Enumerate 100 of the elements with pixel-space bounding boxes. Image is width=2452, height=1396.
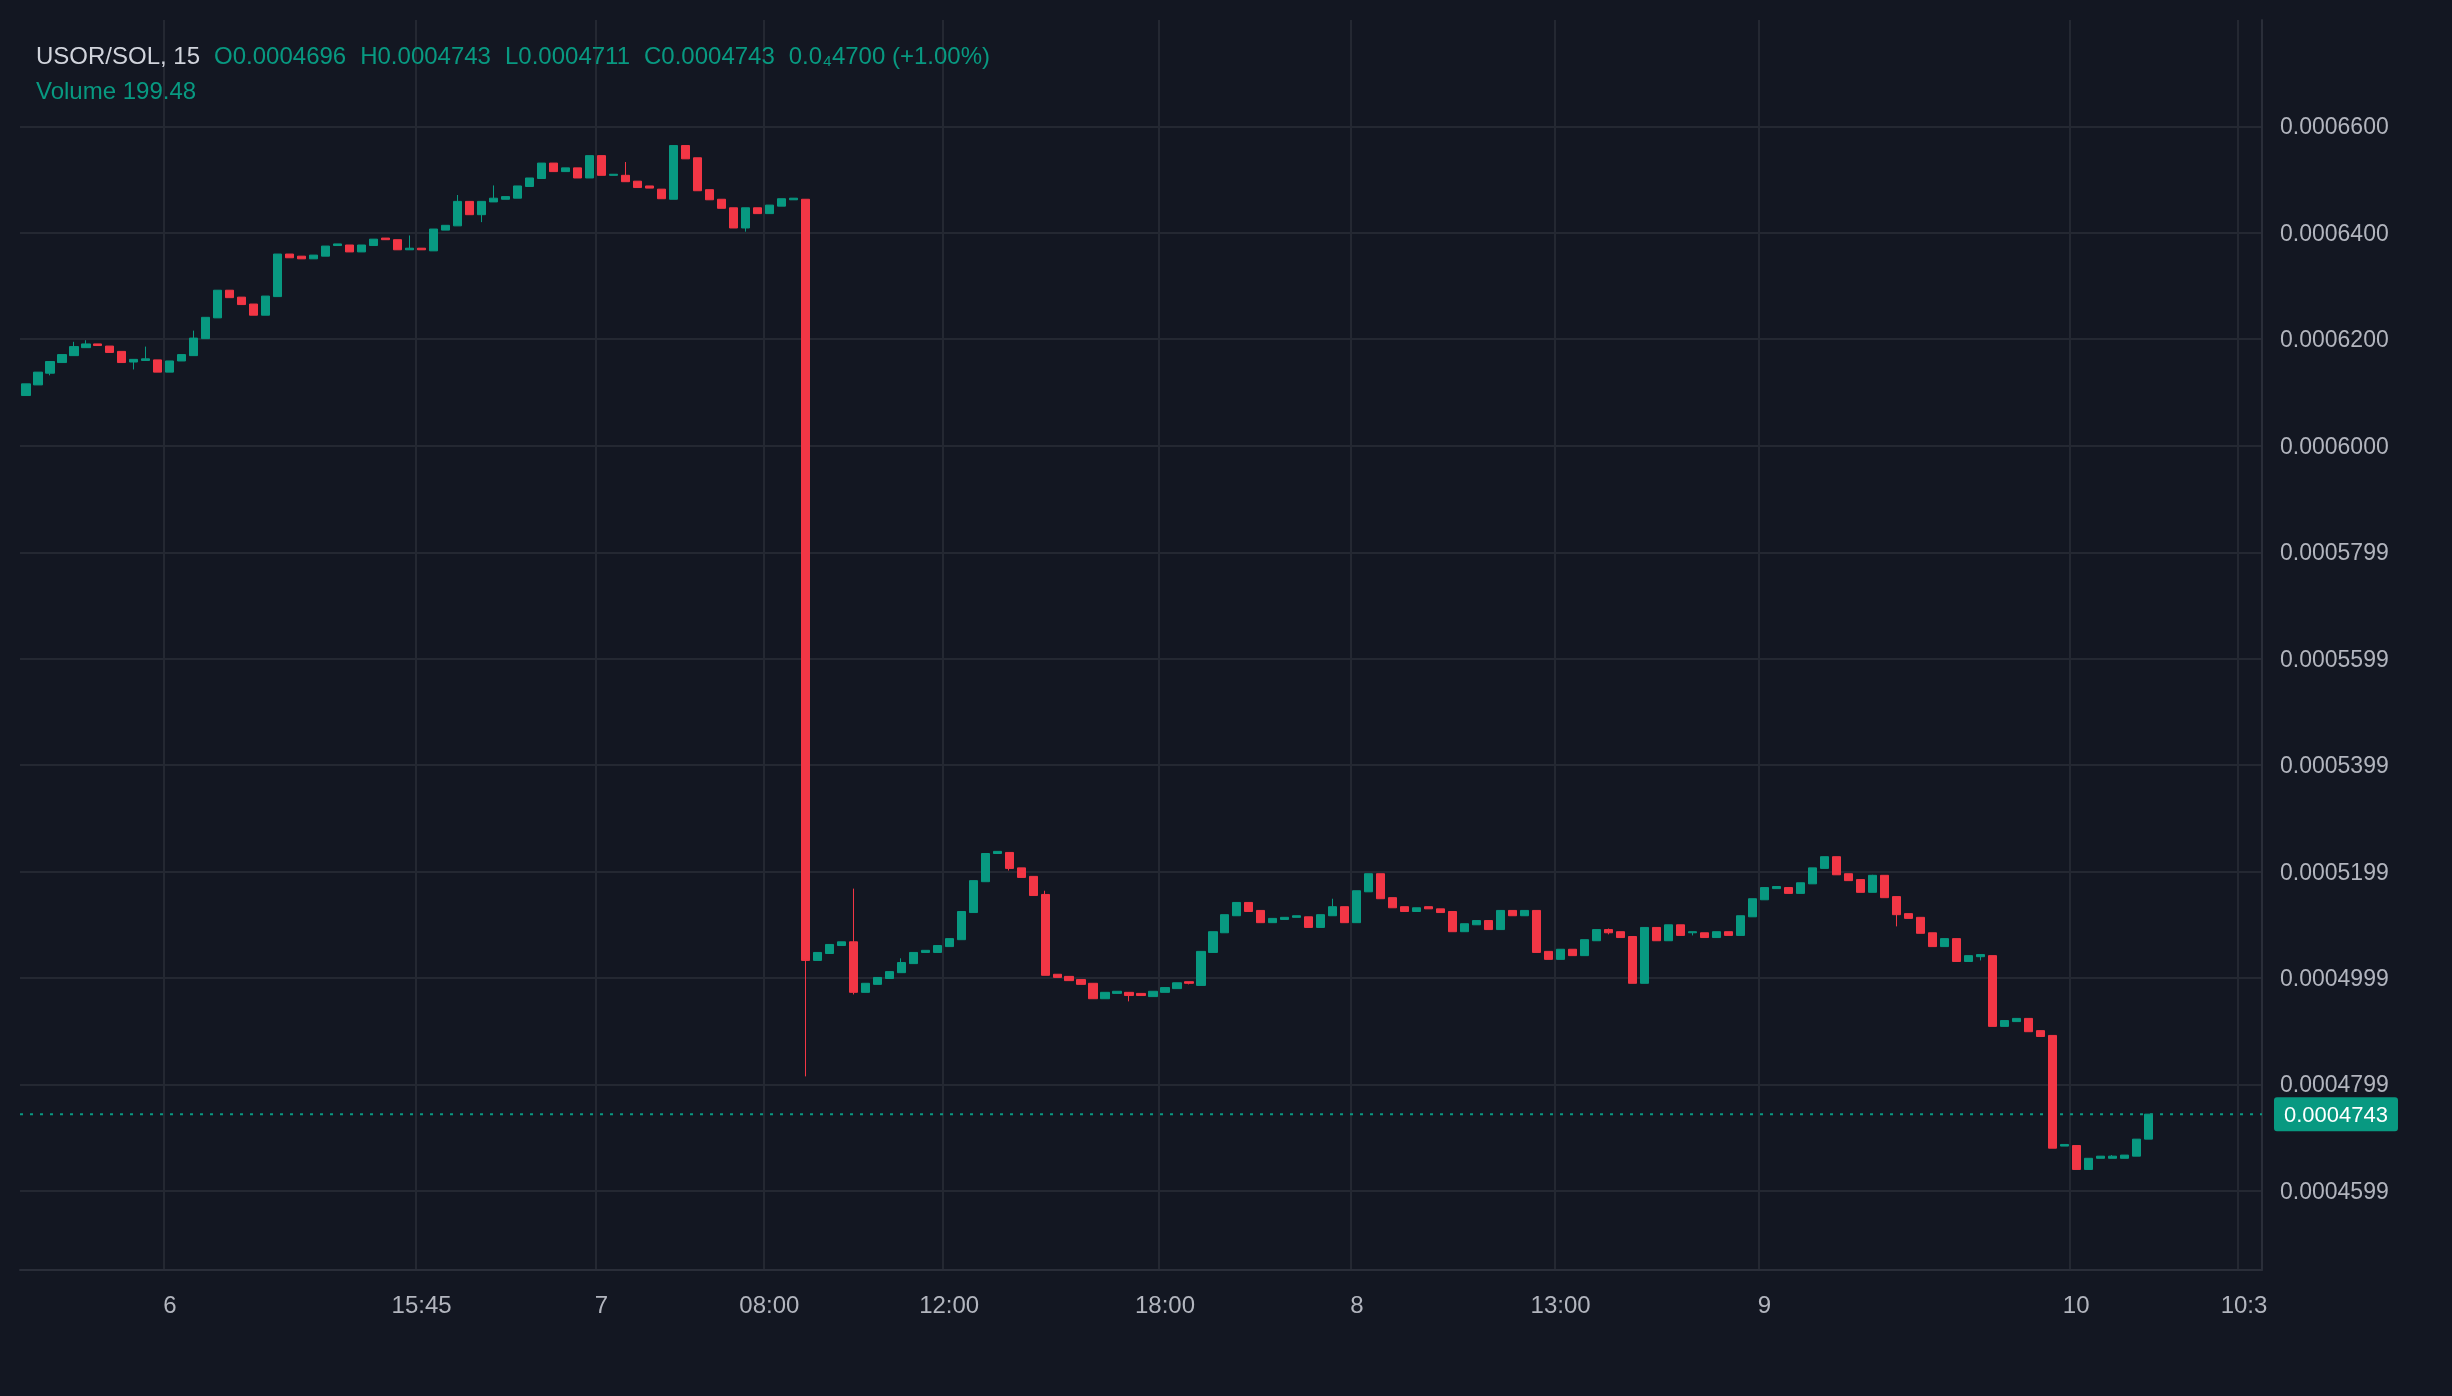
candlestick	[1220, 914, 1229, 934]
candlestick	[1340, 906, 1349, 924]
candlestick	[1041, 890, 1050, 976]
candlestick	[1100, 991, 1110, 1000]
candlestick	[141, 346, 150, 361]
candlestick	[2048, 1034, 2057, 1149]
candlestick	[1688, 931, 1697, 936]
candlestick	[1940, 938, 1949, 948]
candlestick	[1388, 897, 1397, 909]
candlestick	[861, 982, 870, 993]
candlestick	[1208, 931, 1218, 953]
candlestick	[129, 358, 138, 370]
candlestick	[1736, 915, 1745, 936]
candlestick	[609, 173, 618, 176]
candlestick	[1292, 915, 1301, 918]
candlestick	[909, 951, 918, 965]
candlestick	[945, 938, 954, 948]
candlestick	[1832, 856, 1841, 876]
candlestick	[825, 943, 834, 955]
candlestick	[765, 204, 774, 215]
candlestick	[1304, 916, 1313, 928]
annotation: 0.0₄4700 (+1.00%)	[788, 42, 991, 69]
candlestick	[177, 354, 186, 362]
x-tick-label: 13:00	[1530, 1290, 1591, 1318]
candlestick	[1076, 979, 1086, 985]
candlestick	[621, 161, 630, 183]
x-tick-label: 7	[594, 1290, 609, 1318]
candlestick	[441, 224, 450, 231]
candlestick	[1964, 955, 1973, 962]
text: USOR/SOL, 15	[36, 42, 201, 69]
candlestick	[117, 350, 126, 364]
candlestick	[2060, 1143, 2069, 1147]
candlestick	[453, 194, 462, 227]
candlestick	[225, 289, 234, 299]
candlestick	[477, 200, 486, 223]
y-tick-label: 0.0006400	[2280, 219, 2389, 246]
candlestick	[993, 850, 1002, 855]
candlestick	[1053, 973, 1062, 978]
candlestick	[2132, 1138, 2141, 1157]
candlestick	[1868, 874, 1877, 893]
y-tick-label: 0.0006600	[2280, 113, 2389, 140]
candlestick	[1352, 890, 1361, 924]
candlestick	[525, 177, 534, 187]
candlestick	[597, 155, 606, 176]
candlestick	[1796, 882, 1805, 894]
candlestick	[1952, 938, 1961, 962]
candlestick	[573, 167, 582, 179]
candlestick	[1088, 982, 1098, 1000]
candlestick	[1400, 906, 1409, 912]
candlestick	[753, 207, 762, 215]
candlestick	[1700, 932, 1709, 939]
candlestick	[2072, 1145, 2081, 1170]
candlestick	[681, 145, 690, 160]
candlestick	[1196, 950, 1206, 986]
candlestick	[729, 207, 738, 229]
candlestick	[1424, 906, 1433, 910]
x-tick-label: 9	[1757, 1290, 1772, 1318]
y-tick-label: 0.0005799	[2280, 539, 2389, 566]
candlestick	[1820, 856, 1829, 869]
candlestick	[45, 360, 55, 376]
annotation: O0.0004696	[214, 42, 347, 69]
candlestick	[369, 238, 378, 247]
candlestick	[537, 162, 546, 180]
y-tick-label: 0.0006000	[2280, 432, 2389, 459]
candlestick	[213, 289, 222, 319]
candlestick	[381, 237, 390, 241]
x-tick-label: 08:00	[739, 1290, 800, 1318]
candlestick	[1328, 898, 1337, 917]
candlestick	[1856, 879, 1865, 893]
candlestick	[2108, 1154, 2117, 1159]
annotation: C0.0004743	[643, 42, 775, 69]
candlestick	[1784, 887, 1793, 894]
candlestick	[1664, 924, 1673, 942]
candlestick	[693, 157, 702, 192]
candlestick	[1724, 931, 1733, 936]
candlestick	[1532, 909, 1541, 953]
candlestick	[2084, 1157, 2093, 1170]
candlestick	[2036, 1030, 2045, 1037]
candlestick	[1772, 885, 1781, 890]
y-tick-label: 0.0004599	[2280, 1177, 2389, 1204]
candlestick	[1484, 920, 1493, 931]
candlestick	[1160, 987, 1170, 993]
candlestick	[957, 910, 966, 941]
candlestick	[1244, 901, 1253, 912]
candlestick	[969, 880, 978, 914]
candlestick	[1676, 924, 1685, 936]
y-tick-label: 0.0004799	[2280, 1071, 2389, 1098]
candlestick	[981, 853, 990, 883]
y-tick-label: 0.0005399	[2280, 752, 2389, 779]
candlestick	[57, 354, 67, 364]
candlestick	[741, 207, 750, 233]
candlestick	[585, 155, 594, 179]
candlestick	[321, 245, 330, 257]
annotation: Volume 199.48	[36, 77, 197, 104]
candlestick	[1760, 887, 1769, 901]
candlestick	[405, 234, 414, 251]
x-tick-label: 12:00	[919, 1290, 980, 1318]
candlestick	[1880, 874, 1889, 899]
candlestick	[933, 945, 942, 953]
candlestick	[1544, 950, 1553, 960]
